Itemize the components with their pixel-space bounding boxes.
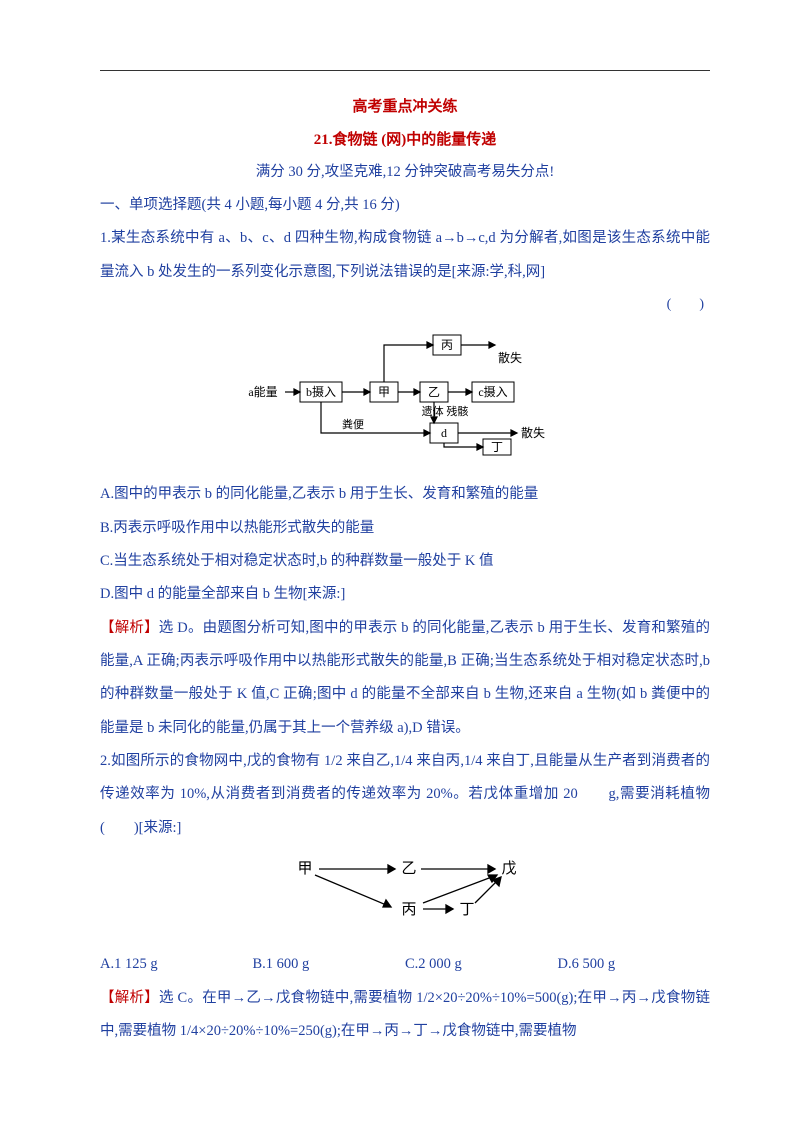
- fig1-b-label: b摄入: [306, 384, 336, 399]
- title-main: 高考重点冲关练: [100, 91, 710, 124]
- fig2-jia: 甲: [297, 861, 312, 877]
- q2-optA: A.1 125 g: [100, 948, 253, 981]
- fig1-bing-label: 丙: [441, 338, 453, 352]
- q1-optC: C.当生态系统处于相对稳定状态时,b 的种群数量一般处于 K 值: [100, 545, 710, 578]
- q2-analysis: 【解析】选 C。在甲→乙→戊食物链中,需要植物 1/2×20÷20%÷10%=5…: [100, 982, 710, 1049]
- fig1-sanshi2: 散失: [521, 425, 545, 440]
- title-sub: 21.食物链 (网)中的能量传递: [100, 124, 710, 157]
- fig2-yi: 乙: [401, 861, 416, 877]
- fig2-bing: 丙: [401, 902, 416, 918]
- fig1-d-label: d: [441, 426, 447, 440]
- fig1-yiti: 遗体 残骸: [422, 404, 469, 418]
- q2-optD: D.6 500 g: [558, 948, 711, 981]
- fig1-yi-label: 乙: [428, 385, 440, 399]
- q2-analysis-label: 【解析】: [100, 990, 159, 1006]
- fig1-a-label: a能量: [248, 385, 277, 399]
- q2-stem: 2.如图所示的食物网中,戊的食物有 1/2 来自乙,1/4 来自丙,1/4 来自…: [100, 745, 710, 845]
- q1-stem: 1.某生态系统中有 a、b、c、d 四种生物,构成食物链 a→b→c,d 为分解…: [100, 222, 710, 289]
- fig2-wu: 戊: [501, 860, 516, 877]
- fig1-jia-label: 甲: [378, 385, 390, 399]
- fig1-fenbian: 粪便: [342, 417, 364, 431]
- fig1-c-label: c摄入: [478, 384, 507, 399]
- q1-figure: a能量 b摄入 甲 乙 c摄入 丙 d 丁 散失 散失 遗体 残骸 粪便: [100, 327, 710, 470]
- q2-optB: B.1 600 g: [253, 948, 406, 981]
- q2-optC: C.2 000 g: [405, 948, 558, 981]
- q1-analysis-label: 【解析】: [100, 620, 159, 636]
- q1-analysis: 【解析】选 D。由题图分析可知,图中的甲表示 b 的同化能量,乙表示 b 用于生…: [100, 612, 710, 745]
- section-heading: 一、单项选择题(共 4 小题,每小题 4 分,共 16 分): [100, 189, 710, 222]
- fig1-sanshi1: 散失: [498, 350, 522, 365]
- fig1-ding-label: 丁: [491, 440, 503, 454]
- q1-optA: A.图中的甲表示 b 的同化能量,乙表示 b 用于生长、发育和繁殖的能量: [100, 478, 710, 511]
- q1-analysis-text: 选 D。由题图分析可知,图中的甲表示 b 的同化能量,乙表示 b 用于生长、发育…: [100, 620, 710, 736]
- q2-options: A.1 125 g B.1 600 g C.2 000 g D.6 500 g: [100, 948, 710, 981]
- q2-figure: 甲 乙 戊 丙 丁: [100, 851, 710, 940]
- q1-optB: B.丙表示呼吸作用中以热能形式散失的能量: [100, 512, 710, 545]
- subtitle: 满分 30 分,攻坚克难,12 分钟突破高考易失分点!: [100, 157, 710, 189]
- top-rule: [100, 70, 710, 71]
- fig2-ding: 丁: [459, 902, 474, 918]
- q1-paren: ( ): [100, 289, 710, 321]
- q1-optD: D.图中 d 的能量全部来自 b 生物[来源:]: [100, 578, 710, 611]
- q2-analysis-text: 选 C。在甲→乙→戊食物链中,需要植物 1/2×20÷20%÷10%=500(g…: [100, 990, 710, 1039]
